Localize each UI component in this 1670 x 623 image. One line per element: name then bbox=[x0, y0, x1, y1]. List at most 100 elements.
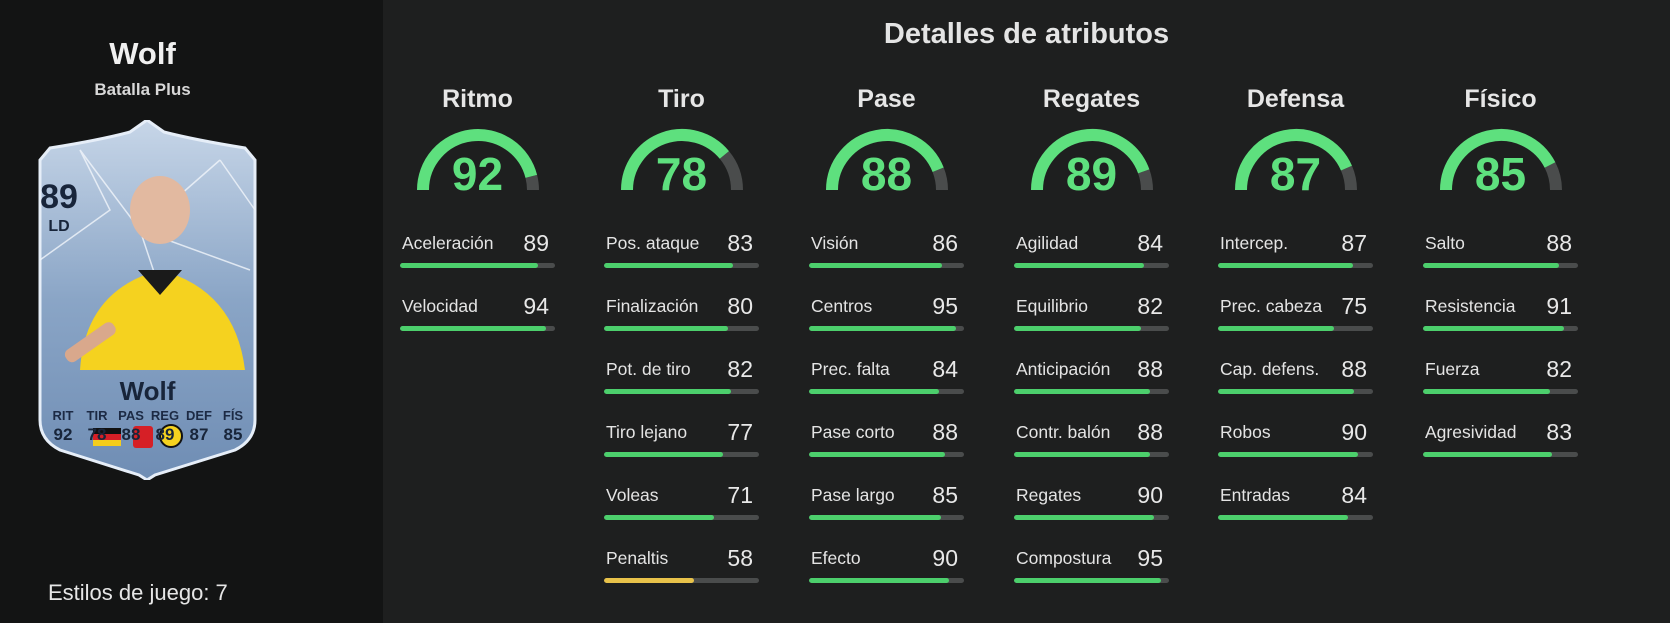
attribute-row[interactable]: Equilibrio 82 bbox=[1014, 293, 1169, 346]
card-stat-label: PAS bbox=[118, 408, 144, 423]
attribute-name: Entradas bbox=[1220, 485, 1291, 505]
attribute-row[interactable]: Pase largo 85 bbox=[809, 482, 964, 535]
category-tiro: Tiro 78 Pos. ataque 83 Finalización 80 Pot. de… bbox=[604, 85, 759, 583]
attribute-name: Agresividad bbox=[1425, 422, 1517, 442]
attribute-row[interactable]: Agresividad 83 bbox=[1423, 419, 1578, 472]
attribute-value: 83 bbox=[727, 230, 753, 256]
category-gauge: 78 bbox=[617, 125, 747, 200]
attribute-bar-fill bbox=[1423, 263, 1560, 268]
attribute-row[interactable]: Velocidad 94 bbox=[400, 293, 555, 346]
attribute-bar bbox=[1423, 452, 1578, 457]
attribute-value: 91 bbox=[1546, 293, 1572, 319]
attribute-row[interactable]: Resistencia 91 bbox=[1423, 293, 1578, 346]
attribute-name: Voleas bbox=[606, 485, 659, 505]
card-stat-label: TIR bbox=[86, 408, 108, 423]
gauge-fill bbox=[416, 129, 537, 191]
attribute-row[interactable]: Penaltis 58 bbox=[604, 545, 759, 598]
attribute-name: Finalización bbox=[606, 296, 699, 316]
attribute-row[interactable]: Tiro lejano 77 bbox=[604, 419, 759, 472]
attribute-bar bbox=[1423, 326, 1578, 331]
attribute-name: Prec. falta bbox=[811, 359, 890, 379]
attributes-panel: Detalles de atributos Ritmo 92 Aceleración… bbox=[383, 0, 1670, 623]
attribute-bar bbox=[604, 263, 759, 268]
gauge-fill bbox=[1439, 129, 1555, 191]
attribute-row[interactable]: Pot. de tiro 82 bbox=[604, 356, 759, 409]
attribute-bar bbox=[1423, 263, 1578, 268]
category-value: 85 bbox=[1474, 148, 1527, 200]
attribute-name: Penaltis bbox=[606, 548, 669, 568]
attribute-value: 83 bbox=[1546, 419, 1572, 445]
attribute-bar-fill bbox=[604, 515, 715, 520]
card-rating: 89 bbox=[40, 178, 78, 216]
attribute-value: 80 bbox=[727, 293, 753, 319]
attribute-name: Visión bbox=[811, 233, 859, 253]
attribute-row[interactable]: Salto 88 bbox=[1423, 230, 1578, 283]
attribute-bar-fill bbox=[809, 263, 943, 268]
attribute-row[interactable]: Aceleración 89 bbox=[400, 230, 555, 283]
category-name: Pase bbox=[857, 85, 916, 113]
attribute-row[interactable]: Agilidad 84 bbox=[1014, 230, 1169, 283]
attribute-bar bbox=[809, 263, 964, 268]
attribute-name: Regates bbox=[1016, 485, 1082, 505]
attribute-row[interactable]: Anticipación 88 bbox=[1014, 356, 1169, 409]
attribute-value: 94 bbox=[523, 293, 549, 319]
attribute-name: Tiro lejano bbox=[606, 422, 688, 442]
attribute-bar-fill bbox=[1218, 263, 1353, 268]
attribute-name: Aceleración bbox=[402, 233, 494, 253]
gauge-track bbox=[1544, 162, 1562, 191]
category-value: 88 bbox=[860, 148, 913, 200]
attribute-row[interactable]: Efecto 90 bbox=[809, 545, 964, 598]
attribute-row[interactable]: Pos. ataque 83 bbox=[604, 230, 759, 283]
attribute-row[interactable]: Cap. defens. 88 bbox=[1218, 356, 1373, 409]
attribute-value: 88 bbox=[1546, 230, 1572, 256]
attribute-row[interactable]: Prec. falta 84 bbox=[809, 356, 964, 409]
attribute-row[interactable]: Visión 86 bbox=[809, 230, 964, 283]
attribute-row[interactable]: Prec. cabeza 75 bbox=[1218, 293, 1373, 346]
attribute-bar-fill bbox=[400, 263, 538, 268]
player-panel: Wolf Batalla Plus bbox=[0, 0, 383, 623]
attribute-bar bbox=[809, 452, 964, 457]
gauge-fill bbox=[620, 129, 729, 191]
attribute-bar-fill bbox=[604, 326, 728, 331]
category-value: 89 bbox=[1065, 148, 1118, 200]
attribute-row[interactable]: Centros 95 bbox=[809, 293, 964, 346]
card-stat-labels: RIT TIR PAS REG DEF FÍS bbox=[48, 408, 248, 423]
attribute-bar bbox=[1218, 515, 1373, 520]
attribute-row[interactable]: Finalización 80 bbox=[604, 293, 759, 346]
attribute-bar-fill bbox=[1014, 389, 1151, 394]
attribute-bar bbox=[809, 326, 964, 331]
attribute-row[interactable]: Entradas 84 bbox=[1218, 482, 1373, 535]
attribute-bar-fill bbox=[809, 578, 949, 583]
category-name: Regates bbox=[1042, 85, 1141, 113]
attribute-bar-fill bbox=[1218, 515, 1349, 520]
attribute-bar bbox=[1014, 389, 1169, 394]
category-pase: Pase 88 Visión 86 Centros 95 Prec. falta 84 Pase… bbox=[809, 85, 964, 583]
attribute-value: 82 bbox=[727, 356, 753, 382]
attribute-row[interactable]: Robos 90 bbox=[1218, 419, 1373, 472]
attribute-row[interactable]: Contr. balón 88 bbox=[1014, 419, 1169, 472]
player-card[interactable]: 89 LD Wolf RIT TIR PAS REG DEF FÍS 92 78… bbox=[20, 120, 275, 480]
attribute-name: Equilibrio bbox=[1016, 296, 1088, 316]
category-físico: Físico 85 Salto 88 Resistencia 91 Fuerza 82 Agre… bbox=[1423, 85, 1578, 457]
attribute-bar-fill bbox=[604, 263, 733, 268]
attribute-row[interactable]: Compostura 95 bbox=[1014, 545, 1169, 598]
attribute-bar-fill bbox=[1218, 452, 1358, 457]
attribute-row[interactable]: Voleas 71 bbox=[604, 482, 759, 535]
attribute-row[interactable]: Regates 90 bbox=[1014, 482, 1169, 535]
attribute-row[interactable]: Fuerza 82 bbox=[1423, 356, 1578, 409]
attribute-row[interactable]: Pase corto 88 bbox=[809, 419, 964, 472]
attribute-bar bbox=[1423, 389, 1578, 394]
attribute-name: Cap. defens. bbox=[1220, 359, 1320, 379]
gauge-track bbox=[719, 151, 743, 191]
attribute-name: Agilidad bbox=[1016, 233, 1079, 253]
gauge-fill bbox=[825, 129, 944, 191]
attribute-value: 88 bbox=[1341, 356, 1367, 382]
gauge-fill bbox=[1234, 129, 1352, 191]
category-regates: Regates 89 Agilidad 84 Equilibrio 82 Anticipac… bbox=[1014, 85, 1169, 583]
attribute-bar-fill bbox=[400, 326, 546, 331]
attribute-row[interactable]: Intercep. 87 bbox=[1218, 230, 1373, 283]
attribute-bar-fill bbox=[809, 515, 941, 520]
playstyles-count[interactable]: Estilos de juego: 7 bbox=[48, 580, 228, 605]
attribute-bar bbox=[809, 389, 964, 394]
card-stat-label: FÍS bbox=[222, 408, 244, 423]
